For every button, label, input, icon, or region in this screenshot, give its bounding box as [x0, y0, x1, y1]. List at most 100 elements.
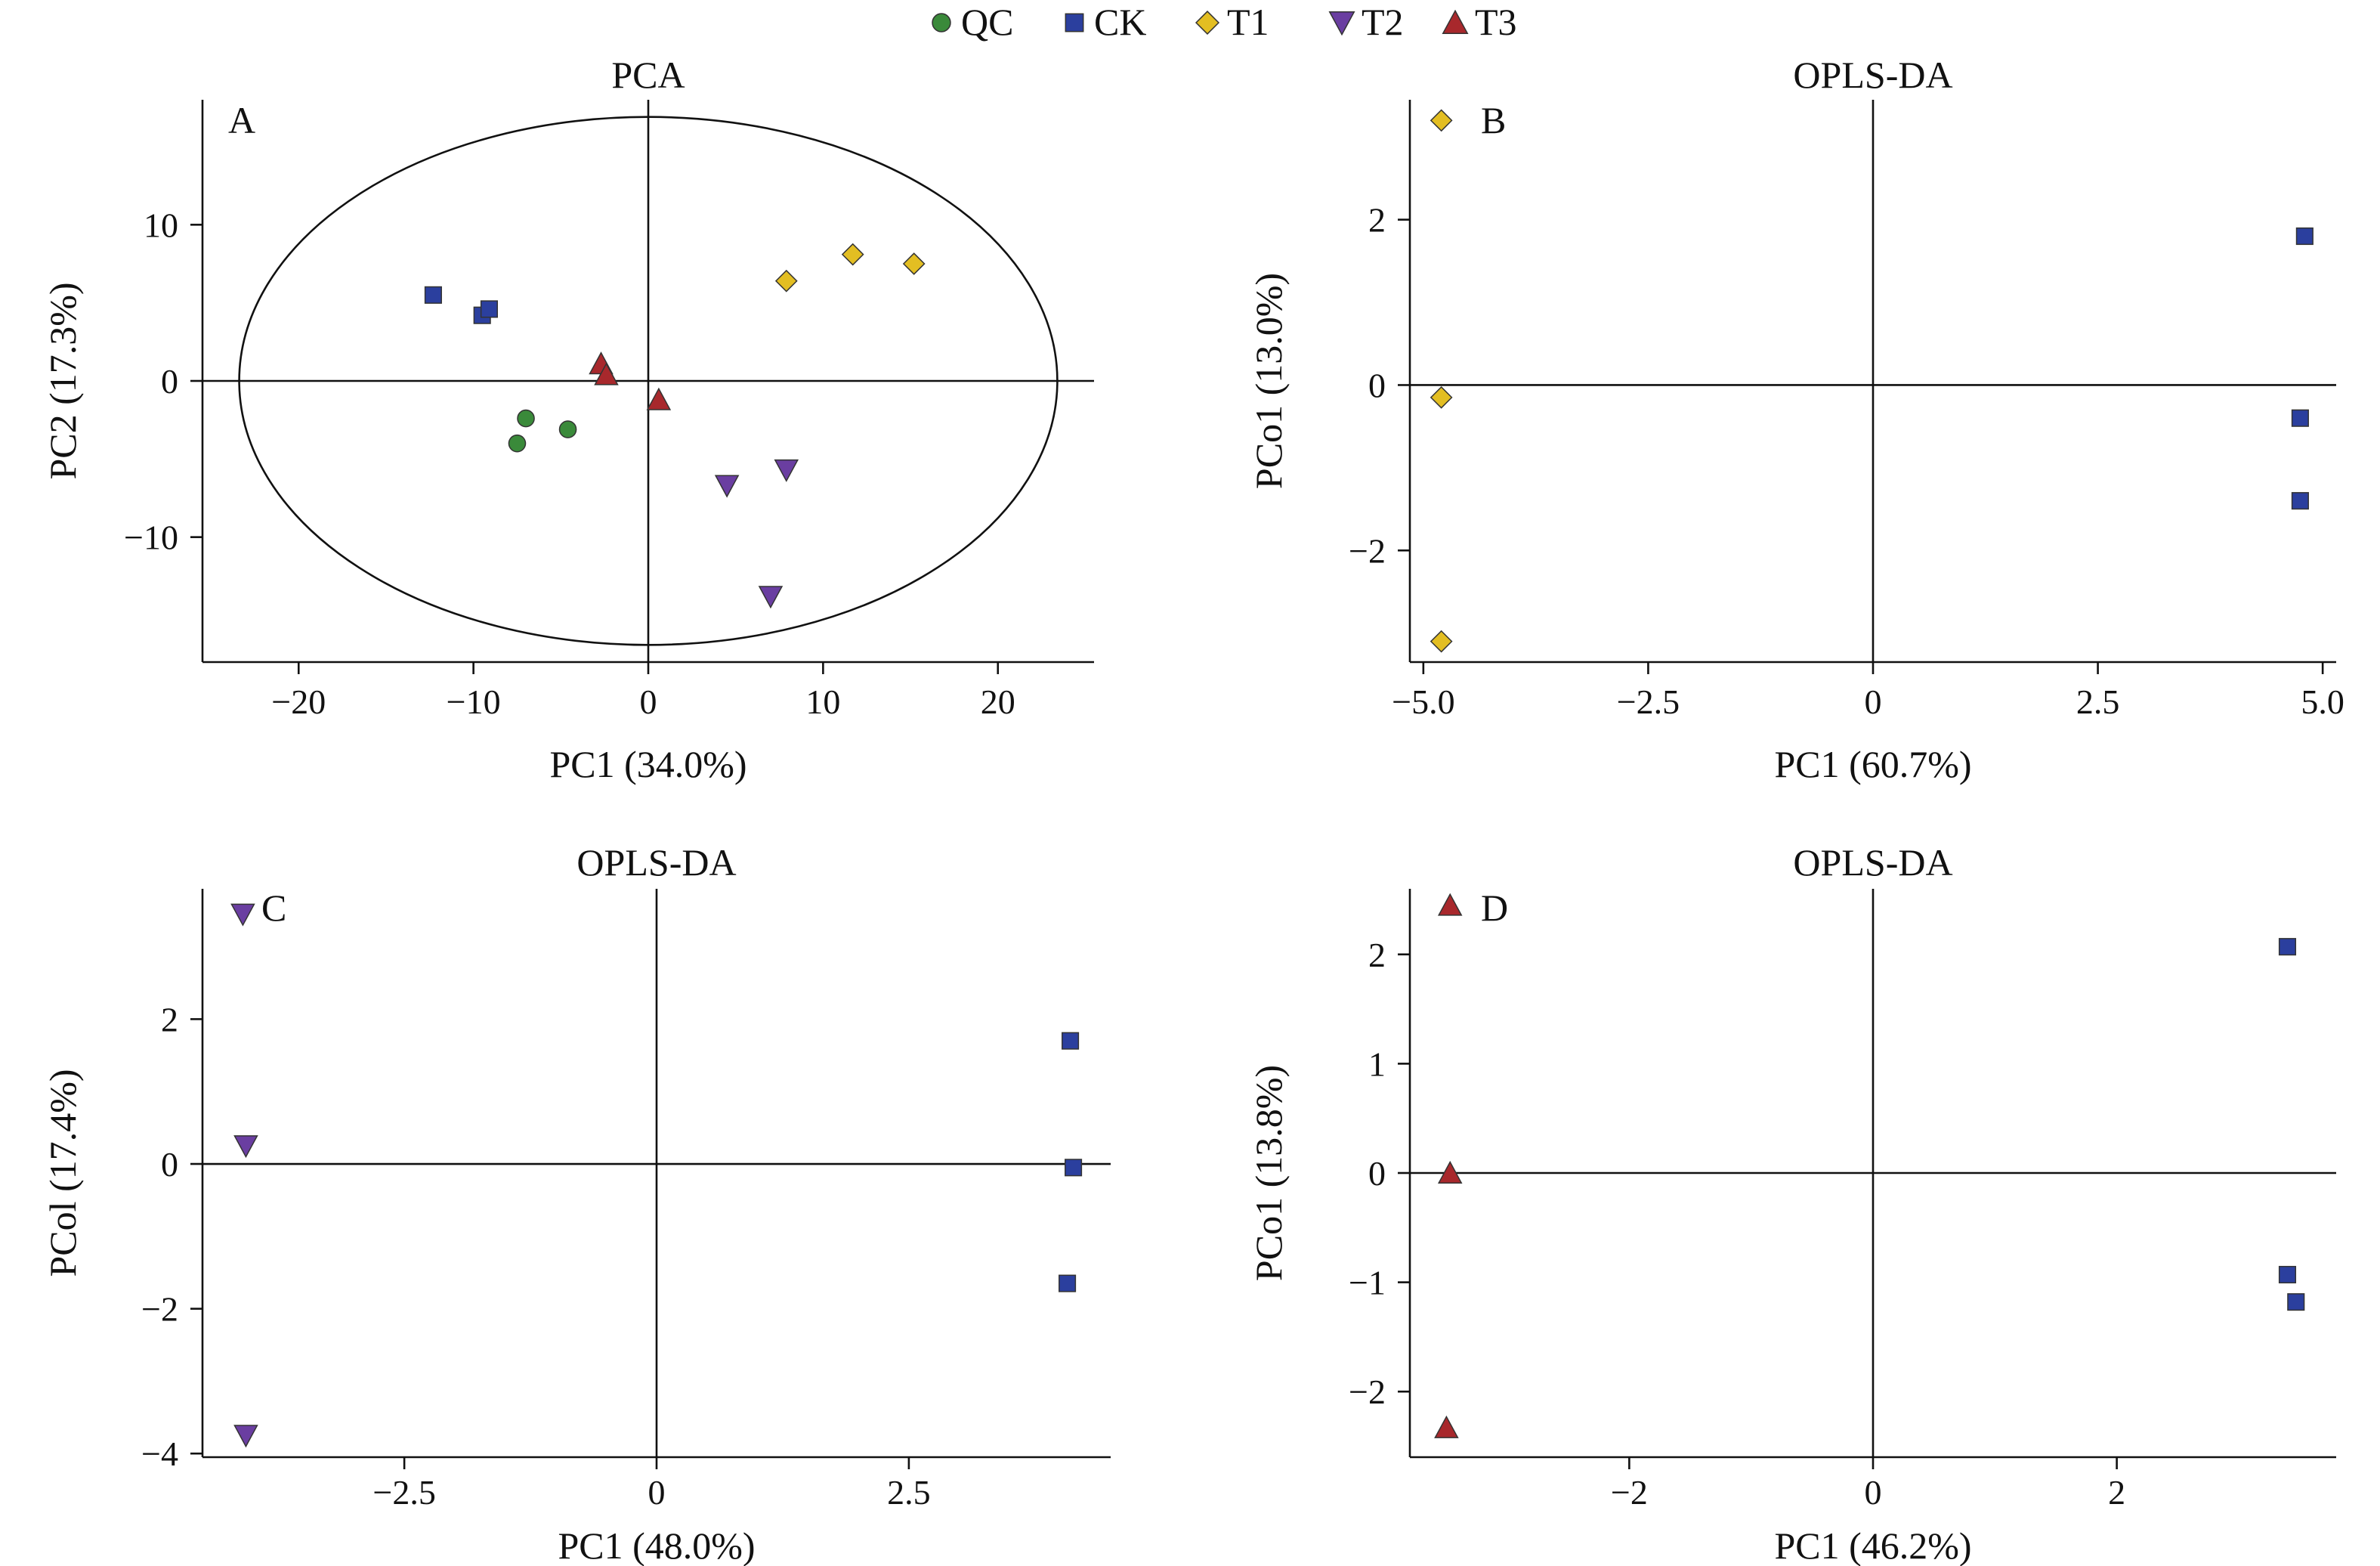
- y-axis-label: PCo1 (13.8%): [1247, 1065, 1290, 1281]
- series-t3: [1434, 893, 1463, 1438]
- x-tick-label: −2.5: [1617, 682, 1680, 721]
- legend-label: CK: [1094, 1, 1146, 43]
- x-tick-label: −2: [1611, 1473, 1648, 1512]
- y-tick-label: 0: [1368, 1154, 1386, 1193]
- point-ck: [2278, 938, 2297, 956]
- x-tick-label: 2: [2108, 1473, 2125, 1512]
- point-qc: [517, 409, 535, 428]
- series-t3: [589, 351, 672, 410]
- y-tick-label: −2: [141, 1290, 178, 1329]
- legend-marker-t2: [1328, 11, 1355, 36]
- x-tick-label: 0: [648, 1473, 666, 1512]
- point-ck: [2295, 227, 2314, 246]
- x-tick-label: −10: [447, 682, 501, 721]
- y-tick-label: 2: [161, 1000, 178, 1038]
- point-t1: [1430, 386, 1453, 409]
- panel-d: −2 0 2 −2 −1 0 1 2 OPLS-DA PC1 (46.2%) PCo1 (13.8%…: [1247, 841, 2336, 1566]
- point-t1: [1430, 109, 1453, 132]
- legend-item-t2: T2: [1328, 1, 1404, 43]
- y-tick-label: −10: [124, 518, 178, 557]
- y-tick-label: 0: [161, 362, 178, 401]
- x-tick-label: 2.5: [887, 1473, 931, 1512]
- point-t1: [774, 269, 798, 292]
- x-axis-label: PC1 (34.0%): [549, 743, 746, 785]
- point-t3: [594, 362, 619, 385]
- x-axis-label: PC1 (48.0%): [558, 1524, 755, 1566]
- point-qc: [558, 420, 577, 438]
- legend-label: T3: [1475, 1, 1517, 43]
- legend-marker-ck: [1065, 13, 1084, 32]
- series-t2: [230, 903, 258, 1448]
- point-t2: [714, 475, 740, 498]
- panel-title: PCA: [611, 54, 685, 96]
- series-qc: [508, 409, 577, 453]
- legend-marker-qc: [932, 13, 951, 32]
- point-ck: [2291, 492, 2309, 510]
- point-ck: [2291, 409, 2309, 427]
- point-t3: [1434, 1415, 1459, 1438]
- legend-item-t1: T1: [1195, 1, 1269, 43]
- series-t1: [1430, 109, 1453, 653]
- y-tick-label: −1: [1349, 1264, 1386, 1302]
- series-t2: [714, 459, 799, 609]
- y-tick-label: 2: [1368, 936, 1386, 974]
- legend-item-ck: CK: [1065, 1, 1146, 43]
- panel-letter: B: [1481, 99, 1506, 141]
- x-tick-label: 2.5: [2076, 682, 2120, 721]
- panel-letter: A: [228, 99, 255, 141]
- panel-title: OPLS-DA: [1793, 54, 1952, 96]
- y-axis-label: PCol (17.4%): [42, 1069, 84, 1277]
- confidence-ellipse: [238, 116, 1059, 646]
- x-tick-label: 20: [981, 682, 1015, 721]
- series-ck: [2291, 227, 2314, 510]
- point-t2: [230, 903, 255, 927]
- panel-a: −20 −10 0 10 20 −10 0 10 PCA PC1 (34.0%) PC2 (17.3…: [42, 54, 1094, 785]
- point-t3: [1437, 893, 1463, 916]
- point-t1: [841, 243, 864, 266]
- x-tick-label: 0: [640, 682, 657, 721]
- series-ck: [424, 286, 499, 324]
- point-ck: [424, 286, 442, 304]
- y-tick-label: 0: [1368, 366, 1386, 404]
- point-ck: [1065, 1159, 1083, 1177]
- point-qc: [508, 434, 527, 453]
- y-axis-label: PC2 (17.3%): [42, 282, 84, 479]
- point-ck: [1062, 1032, 1080, 1050]
- point-ck: [2287, 1293, 2305, 1311]
- y-tick-label: −2: [1349, 1373, 1386, 1411]
- point-ck: [480, 300, 499, 318]
- legend-label: T2: [1362, 1, 1404, 43]
- point-t1: [902, 252, 926, 275]
- point-ck: [1059, 1274, 1077, 1292]
- panel-c: −2.5 0 2.5 −4 −2 0 2 OPLS-DA PC1 (48.0%) PCol (17…: [42, 841, 1111, 1566]
- point-t1: [1430, 630, 1453, 653]
- y-tick-label: −4: [141, 1434, 178, 1473]
- point-ck: [2278, 1265, 2297, 1284]
- x-tick-label: 5.0: [2301, 682, 2344, 721]
- point-t3: [1437, 1160, 1463, 1184]
- x-tick-label: 0: [1865, 682, 1882, 721]
- legend-label: QC: [961, 1, 1013, 43]
- legend: QC CK T1 T2 T3: [932, 1, 1517, 43]
- panel-letter: D: [1481, 887, 1508, 929]
- legend-item-qc: QC: [932, 1, 1013, 43]
- point-t2: [774, 459, 799, 482]
- y-tick-label: −2: [1349, 531, 1386, 570]
- x-axis-label: PC1 (46.2%): [1774, 1524, 1971, 1566]
- legend-label: T1: [1227, 1, 1269, 43]
- point-t2: [758, 586, 784, 609]
- panel-title: OPLS-DA: [1793, 841, 1952, 884]
- point-t3: [646, 387, 672, 410]
- y-tick-label: 0: [161, 1145, 178, 1184]
- y-tick-label: 10: [144, 206, 178, 244]
- x-tick-label: −2.5: [372, 1473, 435, 1512]
- y-axis-label: PCo1 (13.0%): [1247, 273, 1290, 489]
- x-axis-label: PC1 (60.7%): [1774, 743, 1971, 785]
- series-ck: [2278, 938, 2305, 1311]
- legend-item-t3: T3: [1442, 1, 1517, 43]
- panel-letter: C: [261, 887, 286, 929]
- panel-title: OPLS-DA: [576, 841, 736, 884]
- y-tick-label: 1: [1368, 1045, 1386, 1083]
- y-tick-label: 2: [1368, 201, 1386, 240]
